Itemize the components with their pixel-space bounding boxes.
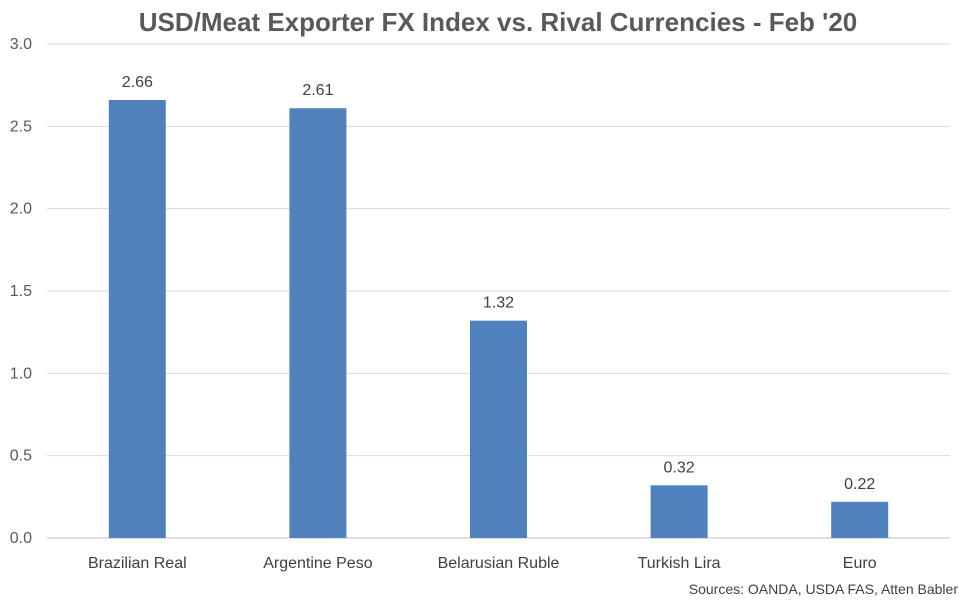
y-tick-label: 3.0 [10, 36, 32, 53]
category-label: Belarusian Ruble [438, 555, 560, 572]
bar [650, 485, 708, 538]
y-tick-label: 2.5 [10, 118, 32, 135]
y-tick-label: 1.5 [10, 283, 32, 300]
chart-title: USD/Meat Exporter FX Index vs. Rival Cur… [139, 7, 858, 37]
y-tick-label: 2.0 [10, 201, 32, 218]
bars [108, 99, 889, 538]
data-labels: 2.66 2.61 1.32 0.32 0.22 [122, 74, 876, 493]
category-label: Brazilian Real [88, 555, 187, 572]
category-label: Argentine Peso [263, 555, 373, 572]
bar [108, 99, 166, 538]
bar [470, 320, 527, 538]
bar [831, 501, 889, 538]
y-tick-label: 0.0 [10, 530, 32, 547]
category-label: Turkish Lira [638, 555, 721, 572]
data-label: 2.61 [302, 82, 333, 99]
data-label: 1.32 [483, 295, 514, 312]
category-label: Euro [843, 555, 877, 572]
y-tick-label: 1.0 [10, 365, 32, 382]
y-tick-label: 0.5 [10, 448, 32, 465]
x-axis-categories: Brazilian Real Argentine Peso Belarusian R… [88, 555, 877, 572]
data-label: 2.66 [122, 74, 153, 91]
data-label: 0.32 [664, 459, 695, 476]
source-note: Sources: OANDA, USDA FAS, Atten Babler [689, 581, 959, 597]
bar [289, 108, 347, 538]
data-label: 0.22 [844, 476, 875, 493]
y-axis-ticks: 0.0 0.5 1.0 1.5 2.0 2.5 3.0 [10, 36, 32, 547]
